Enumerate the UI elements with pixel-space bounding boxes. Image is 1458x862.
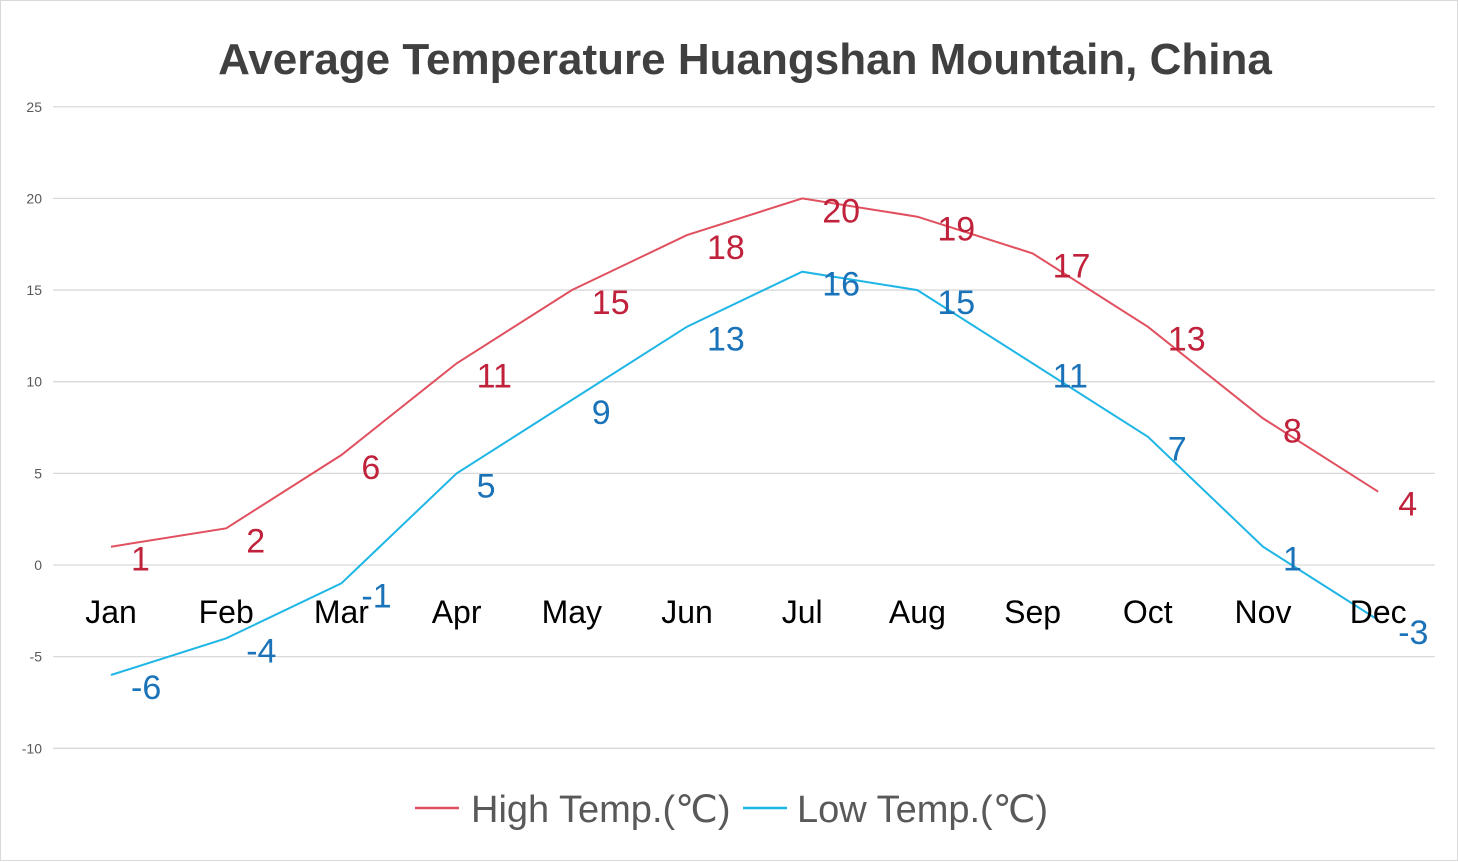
y-tick-label: 5 [34, 465, 42, 481]
data-label: 18 [707, 229, 745, 267]
y-tick-label: 20 [26, 190, 42, 206]
data-label: -3 [1398, 614, 1428, 652]
series-lines [110, 197, 1379, 676]
x-tick-label: May [542, 594, 602, 630]
data-label: 1 [1283, 541, 1302, 579]
x-tick-label: Dec [1350, 594, 1407, 630]
x-axis-ticks: Jan Feb Mar Apr May Jun Jul Aug Sep Oct Nov Dec [85, 594, 1406, 630]
data-label: -4 [246, 632, 276, 670]
data-label: 19 [937, 211, 975, 249]
data-label: 13 [1168, 321, 1206, 359]
data-label: 15 [937, 284, 975, 322]
data-label: 1 [131, 541, 150, 579]
legend: High Temp.(℃) Low Temp.(℃) [415, 789, 1048, 831]
x-tick-label: Aug [889, 594, 946, 630]
x-tick-label: Nov [1235, 594, 1292, 630]
x-tick-label: Mar [314, 594, 369, 630]
x-tick-label: Oct [1123, 594, 1173, 630]
data-label: 5 [477, 467, 496, 505]
data-label: 9 [592, 394, 611, 432]
data-label: -6 [131, 669, 161, 707]
y-tick-label: 15 [26, 282, 42, 298]
data-label: 4 [1398, 486, 1417, 524]
x-tick-label: Feb [199, 594, 254, 630]
data-label: 2 [246, 522, 265, 560]
y-tick-label: -10 [22, 740, 42, 756]
x-tick-label: Jan [85, 594, 137, 630]
data-label: 15 [592, 284, 630, 322]
legend-label-low: Low Temp.(℃) [797, 789, 1048, 831]
series-line-high [110, 197, 1379, 548]
y-tick-label: 25 [26, 99, 42, 115]
data-label: 20 [822, 192, 860, 230]
data-label: 8 [1283, 412, 1302, 450]
data-label: 13 [707, 321, 745, 359]
data-label: 11 [1053, 357, 1088, 395]
x-tick-label: Jun [661, 594, 713, 630]
y-axis-ticks: 25 20 15 10 5 0 -5 -10 [22, 99, 42, 757]
data-label: 17 [1053, 247, 1091, 285]
series-line-low [110, 270, 1379, 676]
data-label: 11 [477, 357, 512, 395]
chart-title: Average Temperature Huangshan Mountain, … [218, 35, 1272, 84]
y-tick-label: 10 [26, 374, 42, 390]
data-label: 16 [822, 266, 860, 304]
x-tick-label: Jul [782, 594, 823, 630]
y-tick-label: -5 [30, 649, 43, 665]
legend-label-high: High Temp.(℃) [471, 789, 731, 831]
data-labels: 1 2 6 11 15 18 20 19 17 13 8 4 -6 -4 -1 5 9 13 16 15 11 7 1 -3 [131, 192, 1428, 707]
gridlines [53, 106, 1435, 749]
data-label: 7 [1168, 431, 1187, 469]
data-label: 6 [361, 449, 380, 487]
y-tick-label: 0 [34, 557, 42, 573]
x-tick-label: Sep [1004, 594, 1061, 630]
data-label: -1 [361, 577, 391, 615]
x-tick-label: Apr [432, 594, 482, 630]
